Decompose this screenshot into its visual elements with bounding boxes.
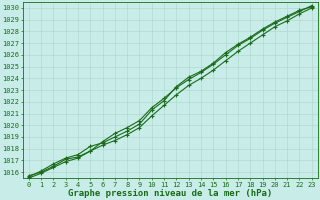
X-axis label: Graphe pression niveau de la mer (hPa): Graphe pression niveau de la mer (hPa) — [68, 189, 272, 198]
